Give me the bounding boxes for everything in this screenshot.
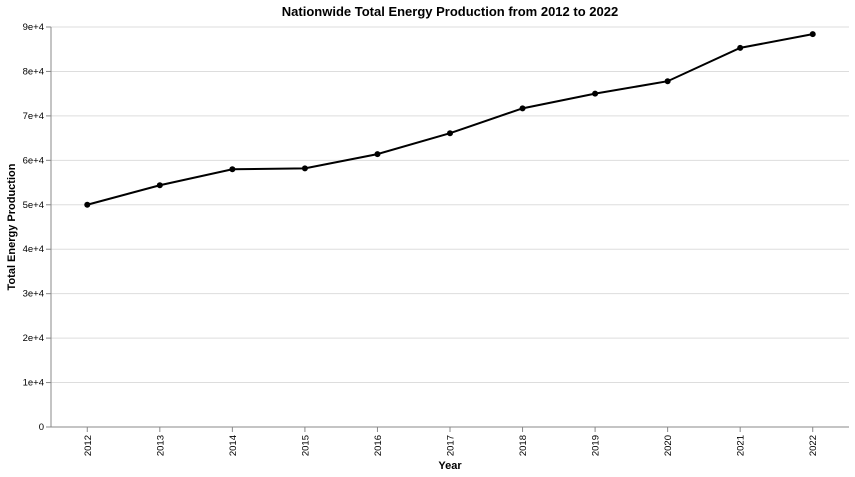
y-tick-label: 7e+4 <box>23 111 44 122</box>
y-axis-title: Total Energy Production <box>6 163 18 290</box>
x-tick-label: 2021 <box>736 435 747 456</box>
y-tick-label: 6e+4 <box>23 155 44 166</box>
data-point <box>519 105 526 112</box>
y-tick-label: 0 <box>39 422 44 433</box>
y-tick-label: 3e+4 <box>23 289 44 300</box>
data-point <box>447 130 453 137</box>
axes: 0 1e+4 2e+4 3e+4 4e+4 5e+4 6e+4 7e+4 8e+4 9e+4 201… <box>23 22 849 456</box>
y-tick-label: 1e+4 <box>23 378 44 389</box>
y-tick-label: 5e+4 <box>23 200 44 211</box>
x-axis-title: Year <box>438 460 462 472</box>
y-tick-label: 4e+4 <box>23 244 44 255</box>
data-point <box>84 201 91 208</box>
data-point <box>156 182 163 189</box>
series-line <box>87 33 813 206</box>
x-tick-label: 2020 <box>663 435 674 456</box>
data-point <box>664 78 671 85</box>
data-point <box>592 90 599 97</box>
data-point <box>229 166 236 173</box>
y-tick-label: 2e+4 <box>23 333 44 344</box>
x-tick-label: 2016 <box>373 435 384 456</box>
data-point <box>809 31 816 38</box>
x-tick-label: 2014 <box>228 435 239 456</box>
x-tick-label: 2022 <box>808 435 819 456</box>
chart-title: Nationwide Total Energy Production from … <box>282 4 618 19</box>
data-point <box>737 44 744 51</box>
x-tick-label: 2015 <box>300 435 311 456</box>
x-tick-label: 2013 <box>155 435 166 456</box>
data-point <box>374 151 381 158</box>
y-tick-label: 9e+4 <box>23 22 44 33</box>
gridlines <box>51 26 849 428</box>
y-tick-label: 8e+4 <box>23 66 44 77</box>
x-tick-label: 2018 <box>518 435 529 456</box>
series <box>84 31 816 208</box>
x-tick-label: 2012 <box>83 435 94 456</box>
x-tick-label: 2017 <box>446 435 457 456</box>
x-tick-label: 2019 <box>591 435 602 456</box>
data-point <box>301 165 308 172</box>
